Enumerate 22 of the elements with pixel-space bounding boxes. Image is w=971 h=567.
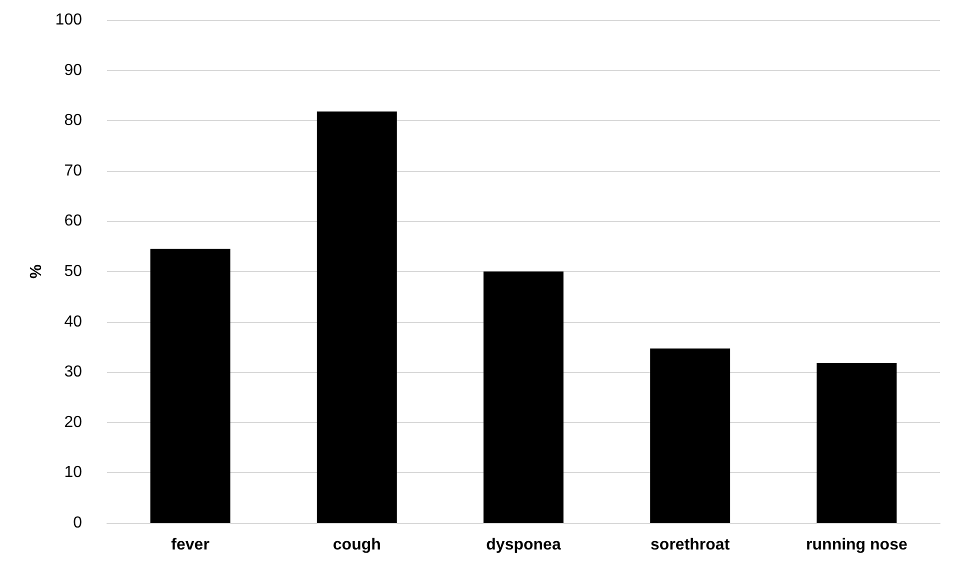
- y-tick-label: 0: [73, 514, 82, 532]
- bar: [316, 112, 397, 523]
- y-tick-label: 40: [64, 313, 82, 330]
- y-tick-label: 10: [64, 464, 82, 482]
- x-tick-label: running nose: [806, 536, 908, 554]
- y-tick-label: 80: [64, 112, 82, 130]
- y-tick-label: 50: [64, 263, 82, 280]
- y-tick-label: 70: [64, 162, 82, 180]
- bar: [484, 272, 564, 523]
- y-tick-label: 100: [55, 12, 82, 28]
- bar: [150, 248, 230, 523]
- x-tick-label: cough: [332, 536, 381, 554]
- x-tick-label: fever: [171, 536, 210, 554]
- y-tick-label: 60: [64, 212, 82, 230]
- y-tick-label: 90: [64, 62, 82, 79]
- y-axis-title: %: [28, 264, 45, 279]
- x-tick-label: dysponea: [486, 536, 561, 554]
- bar: [650, 348, 730, 523]
- x-tick-label: sorethroat: [650, 536, 730, 554]
- y-tick-label: 20: [64, 414, 82, 431]
- y-tick-label: 30: [64, 364, 82, 381]
- bar: [816, 363, 897, 523]
